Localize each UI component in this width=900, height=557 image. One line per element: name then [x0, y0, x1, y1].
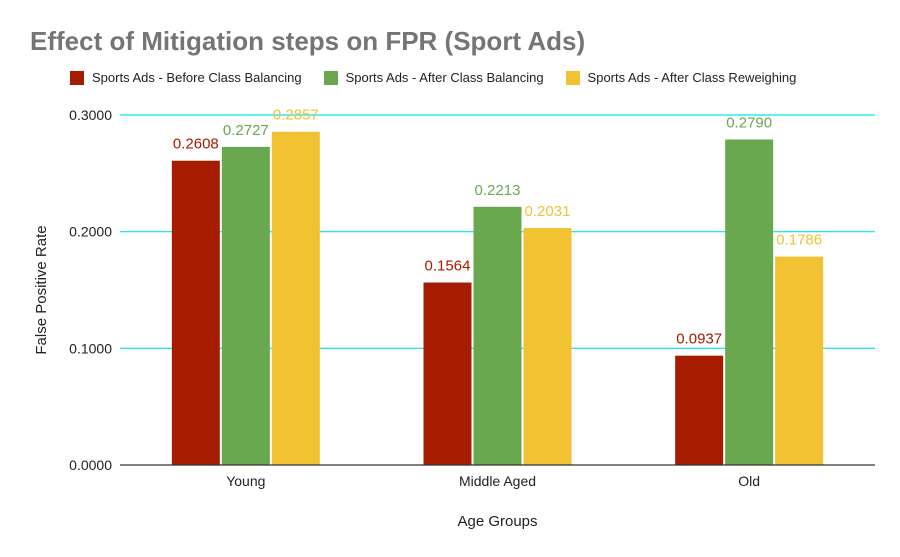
- legend-item-before[interactable]: Sports Ads - Before Class Balancing: [70, 70, 302, 85]
- legend-label-after-balancing: Sports Ads - After Class Balancing: [345, 70, 544, 85]
- legend-label-before: Sports Ads - Before Class Balancing: [92, 70, 302, 85]
- data-label: 0.1786: [776, 232, 822, 249]
- bar[interactable]: [221, 146, 270, 465]
- bar[interactable]: [775, 256, 824, 465]
- data-label: 0.2608: [173, 136, 219, 153]
- bar[interactable]: [473, 206, 522, 466]
- bar[interactable]: [675, 355, 724, 465]
- data-label: 0.2790: [726, 115, 772, 132]
- bar[interactable]: [171, 160, 220, 465]
- data-label: 0.2031: [525, 203, 571, 220]
- data-label: 0.2213: [475, 182, 521, 199]
- data-label: 0.1564: [425, 258, 471, 275]
- bars: [171, 131, 824, 466]
- legend-swatch-after-reweighing: [565, 70, 580, 85]
- bar[interactable]: [725, 139, 774, 466]
- legend-item-after-balancing[interactable]: Sports Ads - After Class Balancing: [323, 70, 544, 85]
- y-axis-title: False Positive Rate: [33, 225, 50, 354]
- legend-label-after-reweighing: Sports Ads - After Class Reweighing: [587, 70, 797, 85]
- data-label: 0.2727: [223, 122, 269, 139]
- y-tick-label: 0.2000: [69, 224, 112, 240]
- x-axis-title: Age Groups: [457, 513, 537, 530]
- bar[interactable]: [523, 228, 572, 465]
- data-label: 0.0937: [676, 331, 722, 348]
- y-tick-label: 0.3000: [69, 107, 112, 123]
- legend-item-after-reweighing[interactable]: Sports Ads - After Class Reweighing: [565, 70, 797, 85]
- y-axis-ticks: 0.0000 0.1000 0.2000 0.3000: [69, 107, 112, 473]
- data-label: 0.2857: [273, 107, 319, 124]
- legend-swatch-before: [70, 70, 84, 85]
- bar[interactable]: [423, 282, 472, 465]
- legend: Sports Ads - Before Class Balancing Spor…: [70, 70, 818, 85]
- y-tick-label: 0.0000: [69, 457, 112, 473]
- x-tick-label: Middle Aged: [459, 473, 536, 489]
- bar[interactable]: [271, 131, 320, 465]
- y-tick-label: 0.1000: [69, 340, 112, 356]
- x-tick-label: Old: [738, 473, 760, 489]
- chart-title: Effect of Mitigation steps on FPR (Sport…: [30, 26, 586, 56]
- x-tick-label: Young: [226, 473, 265, 489]
- legend-swatch-after-balancing: [323, 70, 338, 85]
- x-axis-ticks: Young Middle Aged Old: [226, 473, 760, 489]
